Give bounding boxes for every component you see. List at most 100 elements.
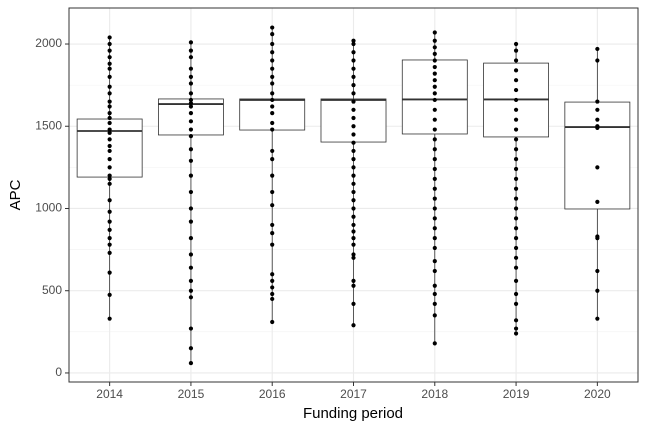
point [107, 130, 112, 135]
point [270, 58, 275, 63]
x-axis-title: Funding period [303, 405, 403, 422]
point [432, 51, 437, 56]
point [351, 323, 356, 328]
point [351, 165, 356, 170]
point [107, 181, 112, 186]
point [270, 110, 275, 116]
point [351, 91, 356, 96]
point [270, 203, 275, 208]
point [432, 137, 437, 142]
point [432, 313, 437, 318]
point [107, 48, 112, 53]
point [351, 222, 356, 228]
point [351, 83, 356, 88]
point [513, 291, 519, 297]
point [351, 115, 356, 121]
point [107, 148, 112, 154]
point [513, 196, 519, 201]
point [107, 91, 112, 96]
point [432, 301, 437, 306]
point [188, 206, 194, 211]
point [351, 252, 356, 257]
point [351, 235, 356, 241]
point [270, 189, 275, 195]
point [513, 255, 519, 260]
point [188, 189, 194, 195]
point [432, 38, 437, 43]
point [351, 50, 356, 55]
point [432, 186, 437, 191]
point [107, 74, 112, 80]
y-tick-label: 500 [42, 283, 62, 297]
point [351, 189, 356, 195]
point [107, 316, 112, 321]
point [595, 46, 600, 52]
point [107, 66, 112, 71]
point [107, 55, 112, 60]
point [351, 214, 356, 219]
x-tick-label: 2017 [340, 387, 367, 401]
x-tick-label: 2016 [259, 387, 286, 401]
point [107, 198, 112, 203]
point [432, 206, 437, 211]
point [107, 110, 112, 116]
point [270, 285, 275, 290]
point [513, 41, 519, 47]
point [595, 124, 600, 129]
point [188, 91, 194, 96]
point [107, 99, 112, 104]
point [107, 84, 112, 89]
point [595, 165, 600, 170]
point [513, 186, 519, 191]
point [513, 58, 519, 63]
point [432, 291, 437, 297]
point [432, 30, 437, 35]
point [351, 242, 356, 247]
point [351, 140, 356, 145]
point [351, 173, 356, 178]
point [270, 319, 275, 325]
point [107, 157, 112, 162]
point [351, 301, 356, 306]
x-tick-label: 2015 [178, 387, 205, 401]
point [107, 242, 112, 247]
point [188, 288, 194, 293]
point [432, 226, 437, 231]
point [270, 81, 275, 86]
point [270, 296, 275, 302]
point [270, 25, 275, 30]
point [188, 110, 194, 116]
point [270, 41, 275, 47]
point [188, 147, 194, 152]
point [270, 278, 275, 283]
point [432, 84, 437, 89]
point [513, 301, 519, 306]
point [270, 157, 275, 162]
point [107, 209, 112, 214]
point [188, 158, 194, 163]
point [270, 104, 275, 109]
point [432, 166, 437, 172]
x-tick-label: 2020 [584, 387, 611, 401]
point [270, 148, 275, 154]
point [595, 316, 600, 321]
point [513, 87, 519, 93]
point [188, 104, 194, 109]
point [188, 295, 194, 300]
point [107, 270, 112, 275]
point [432, 196, 437, 201]
point [107, 235, 112, 241]
point [270, 173, 275, 178]
point [595, 288, 600, 293]
point [270, 32, 275, 37]
point [513, 157, 519, 162]
point [351, 66, 356, 71]
point [351, 38, 356, 43]
point [432, 283, 437, 288]
point [432, 91, 437, 96]
point [513, 107, 519, 112]
point [513, 318, 519, 323]
point [188, 74, 194, 80]
point [188, 278, 194, 283]
point [432, 341, 437, 346]
